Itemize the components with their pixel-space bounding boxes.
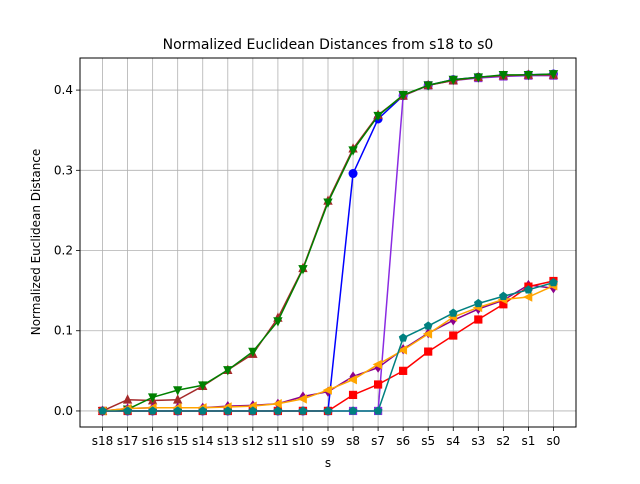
- data-point: [398, 333, 408, 342]
- data-point: [297, 394, 307, 404]
- x-tick-label: s5: [421, 434, 435, 448]
- x-tick-label: s1: [521, 434, 535, 448]
- data-point: [347, 374, 357, 385]
- data-point: [298, 406, 308, 415]
- x-tick-label: s8: [346, 434, 360, 448]
- data-point: [323, 198, 333, 208]
- data-point: [122, 394, 133, 404]
- data-point: [147, 393, 158, 403]
- data-point: [449, 331, 458, 340]
- chart-title: Normalized Euclidean Distances from s18 …: [163, 37, 494, 53]
- data-point: [348, 169, 358, 179]
- y-tick-label: 0.0: [54, 404, 73, 418]
- x-axis-label: s: [325, 456, 331, 470]
- data-point: [248, 347, 258, 358]
- data-point: [397, 345, 408, 355]
- data-point: [448, 75, 458, 86]
- x-tick-label: s15: [167, 434, 189, 448]
- data-point: [522, 292, 533, 302]
- x-tick-label: s4: [446, 434, 460, 448]
- data-point: [474, 315, 483, 324]
- data-point: [399, 366, 408, 375]
- data-point: [398, 91, 408, 101]
- data-point: [523, 70, 534, 81]
- y-tick-label: 0.3: [54, 163, 73, 177]
- x-axis: s18 s17 s16 s15 s14 s13 s12 s11 s10 s9 s8 s7 s6 s5 s4 s…: [92, 427, 561, 448]
- data-point: [372, 359, 383, 370]
- series-3: [97, 70, 559, 417]
- data-point: [323, 406, 333, 415]
- x-tick-label: s3: [471, 434, 485, 448]
- data-point: [173, 386, 183, 396]
- data-point: [373, 111, 383, 122]
- y-axis-label: Normalized Euclidean Distance: [29, 149, 43, 336]
- data-point: [374, 380, 383, 389]
- y-tick-label: 0.2: [54, 244, 73, 258]
- data-point: [298, 265, 308, 275]
- data-point: [322, 385, 332, 395]
- x-tick-label: s6: [396, 434, 410, 448]
- y-axis: 0.0 0.1 0.2 0.3 0.4: [54, 83, 80, 418]
- data-point: [223, 366, 233, 376]
- x-tick-label: s18: [92, 434, 114, 448]
- data-point: [473, 73, 483, 83]
- data-point: [273, 406, 283, 415]
- data-point: [422, 329, 433, 339]
- data-point: [424, 347, 433, 356]
- data-point: [198, 381, 208, 391]
- x-tick-label: s7: [371, 434, 385, 448]
- data-point: [273, 317, 283, 327]
- x-tick-label: s16: [142, 434, 164, 448]
- x-tick-label: s11: [267, 434, 289, 448]
- x-tick-label: s2: [496, 434, 510, 448]
- y-tick-label: 0.1: [54, 324, 73, 338]
- x-tick-label: s17: [117, 434, 139, 448]
- x-tick-label: s12: [242, 434, 264, 448]
- data-point: [548, 70, 559, 80]
- series-layer: [97, 69, 559, 417]
- data-point: [549, 278, 558, 287]
- data-point: [498, 70, 509, 81]
- data-point: [499, 291, 508, 300]
- data-point: [448, 308, 458, 317]
- data-point: [373, 406, 383, 415]
- data-point: [248, 406, 258, 415]
- data-point: [223, 406, 233, 415]
- data-point: [348, 406, 358, 415]
- data-point: [473, 298, 483, 308]
- x-tick-label: s9: [321, 434, 335, 448]
- data-point: [524, 285, 533, 294]
- data-point: [348, 390, 358, 400]
- y-tick-label: 0.4: [54, 83, 73, 97]
- series-7: [98, 278, 558, 415]
- data-point: [98, 406, 107, 415]
- data-point: [173, 406, 183, 415]
- data-point: [348, 146, 358, 156]
- data-point: [123, 406, 132, 415]
- data-point: [423, 81, 433, 91]
- data-point: [148, 406, 157, 415]
- x-tick-label: s13: [217, 434, 239, 448]
- data-point: [423, 321, 433, 330]
- x-tick-label: s14: [192, 434, 214, 448]
- data-point: [272, 399, 282, 409]
- x-tick-label: s10: [292, 434, 314, 448]
- data-point: [198, 406, 208, 415]
- x-tick-label: s0: [547, 434, 561, 448]
